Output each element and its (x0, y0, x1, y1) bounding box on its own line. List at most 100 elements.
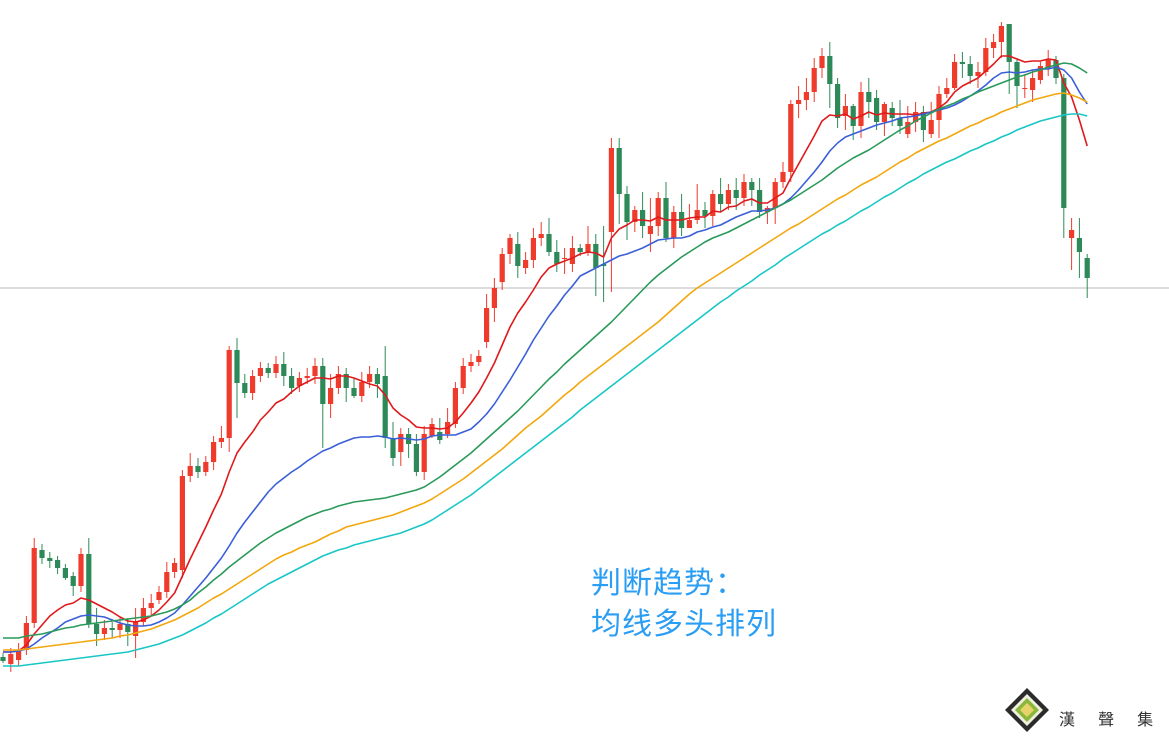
candle (343, 368, 349, 402)
candle (257, 362, 263, 382)
candle-body (242, 383, 248, 393)
candle (195, 458, 201, 478)
candle (952, 54, 958, 90)
candle-body (928, 120, 934, 134)
moving-average-line-5 (3, 113, 1088, 667)
candle-body (468, 362, 474, 366)
candle-body (460, 366, 466, 388)
candle (70, 572, 76, 596)
candle-body (897, 118, 903, 126)
candle-body (257, 368, 263, 376)
candle (647, 198, 653, 252)
candle-body (523, 260, 529, 268)
candle-body (94, 624, 100, 634)
candle-body (991, 42, 997, 48)
candle (218, 426, 224, 448)
candle-body (905, 122, 911, 134)
candle-body (920, 112, 926, 130)
candle-body (1045, 60, 1051, 68)
candle-body (601, 264, 607, 266)
candle-body (1084, 258, 1090, 278)
candle-body (1030, 78, 1036, 90)
candle (460, 358, 466, 394)
candle (725, 184, 731, 210)
candle-body (296, 378, 302, 386)
company-logo (1005, 688, 1049, 732)
candle (1045, 50, 1051, 76)
candle-body (0, 657, 6, 661)
candle (156, 586, 162, 604)
candle (874, 90, 880, 130)
candle (928, 102, 934, 138)
candle (991, 34, 997, 58)
moving-average-line-2 (3, 66, 1088, 653)
candle-body (655, 198, 661, 226)
candle-body (608, 148, 614, 232)
candle (858, 82, 864, 138)
candle (203, 456, 209, 476)
candle (1084, 254, 1090, 298)
candle (679, 194, 685, 236)
candle-body (874, 98, 880, 122)
candle (702, 202, 708, 228)
candle (390, 422, 396, 466)
candle-body (967, 64, 973, 76)
candle-body (647, 226, 653, 234)
candle-body (226, 350, 232, 438)
candle (803, 78, 809, 110)
candle (538, 222, 544, 246)
candle-body (484, 308, 490, 342)
candle-body (772, 182, 778, 208)
candle-body (39, 550, 45, 558)
candle-body (1014, 62, 1020, 86)
candle (1014, 58, 1020, 108)
candle (109, 622, 115, 638)
candle (764, 206, 770, 224)
moving-average-line-4 (3, 92, 1088, 651)
candle (640, 192, 646, 238)
candle (86, 538, 92, 628)
candle-body (273, 364, 279, 373)
candle (546, 218, 552, 256)
candle-body (944, 88, 950, 94)
candle-body (515, 244, 521, 266)
candle-body (866, 92, 872, 102)
candle (491, 278, 497, 322)
candle-body (343, 374, 349, 388)
candle (819, 48, 825, 78)
candle-body (1061, 78, 1067, 208)
candle-body (538, 234, 544, 238)
candle (585, 226, 591, 256)
candle-body (101, 628, 107, 634)
candle-body (429, 424, 435, 436)
candle-body (382, 376, 388, 438)
candle (125, 618, 131, 646)
candle-body (632, 210, 638, 222)
candle-body (140, 608, 146, 622)
candle-body (663, 198, 669, 238)
candle-body (1076, 238, 1082, 252)
candle (0, 653, 6, 663)
candle-body (250, 376, 256, 393)
candle (936, 86, 942, 138)
candle-body (70, 576, 76, 586)
candle (905, 106, 911, 138)
candle-body (413, 444, 419, 472)
candle (881, 102, 887, 136)
candle-body (47, 558, 53, 561)
candle (226, 346, 232, 452)
candle (39, 544, 45, 564)
candle-body (975, 72, 981, 76)
candle-body (671, 212, 677, 238)
candle-body (437, 432, 443, 440)
candle (140, 598, 146, 626)
candle-body (499, 254, 505, 282)
candle (655, 192, 661, 236)
candle-body (452, 388, 458, 424)
candle (55, 556, 61, 574)
candle-body (265, 368, 271, 373)
candle-body (117, 624, 123, 630)
candle-body (1037, 66, 1043, 80)
candle-body (234, 350, 240, 383)
candle (1076, 218, 1082, 278)
